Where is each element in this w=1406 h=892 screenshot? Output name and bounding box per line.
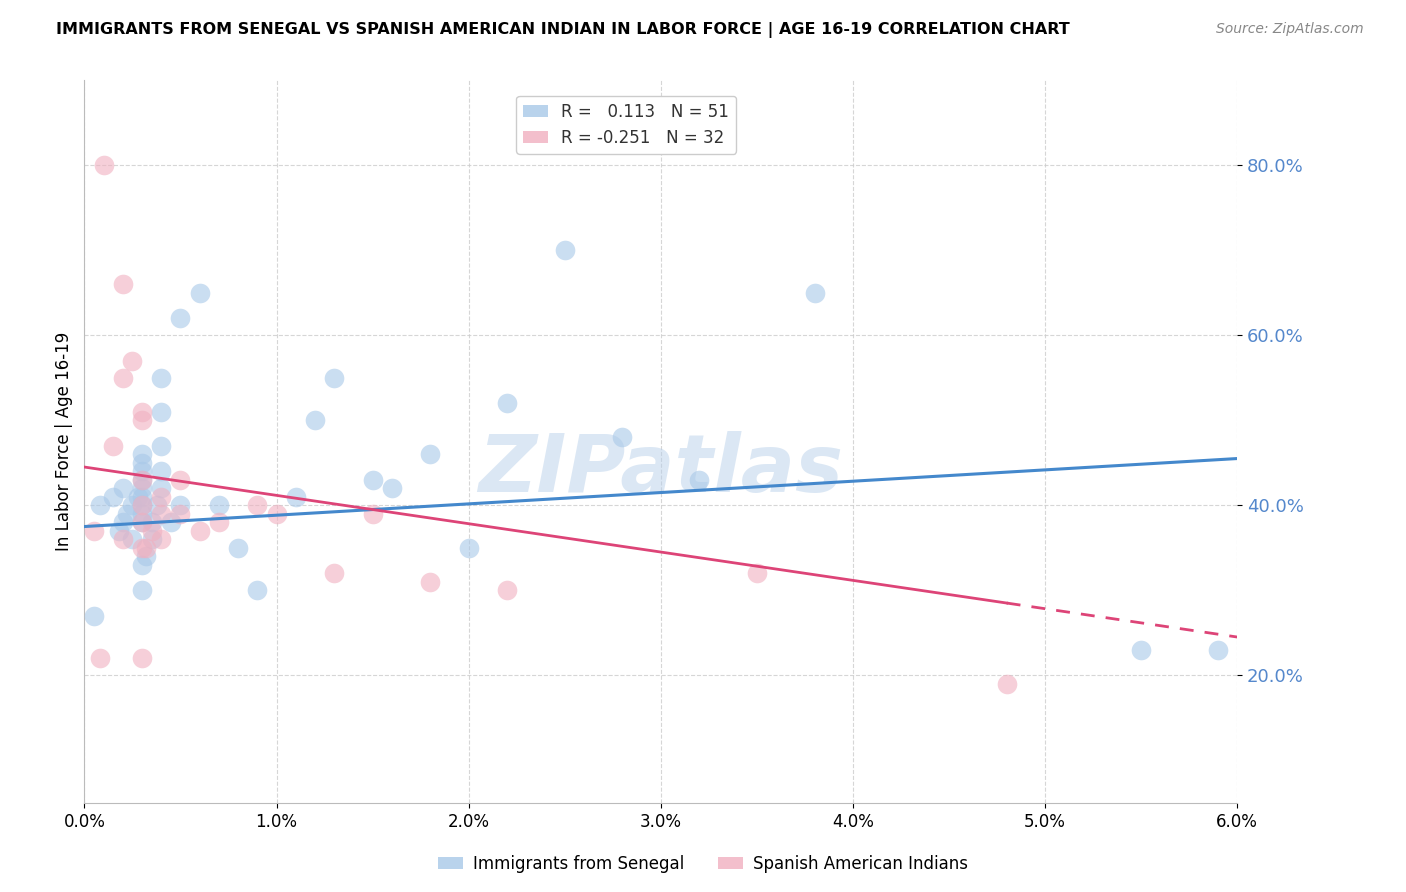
Y-axis label: In Labor Force | Age 16-19: In Labor Force | Age 16-19 xyxy=(55,332,73,551)
Point xyxy=(141,516,163,530)
Point xyxy=(323,566,346,581)
Point xyxy=(150,371,173,385)
Point xyxy=(1130,642,1153,657)
Point xyxy=(83,608,105,623)
Point xyxy=(150,464,173,478)
Point xyxy=(131,473,153,487)
Point xyxy=(131,490,153,504)
Point xyxy=(150,490,173,504)
Point xyxy=(131,541,153,555)
Point xyxy=(135,541,157,555)
Point xyxy=(150,507,173,521)
Point xyxy=(146,498,169,512)
Point xyxy=(141,524,163,538)
Point xyxy=(361,473,384,487)
Point xyxy=(131,558,153,572)
Point xyxy=(131,498,153,512)
Point xyxy=(141,533,163,547)
Point xyxy=(131,464,153,478)
Point xyxy=(169,311,191,326)
Text: Source: ZipAtlas.com: Source: ZipAtlas.com xyxy=(1216,22,1364,37)
Point xyxy=(169,473,191,487)
Point xyxy=(688,473,710,487)
Point xyxy=(131,413,153,427)
Point xyxy=(131,473,153,487)
Point xyxy=(150,405,173,419)
Point xyxy=(131,516,153,530)
Point xyxy=(131,456,153,470)
Point xyxy=(1206,642,1229,657)
Point xyxy=(131,447,153,461)
Point xyxy=(89,651,111,665)
Point xyxy=(160,516,183,530)
Point xyxy=(103,490,124,504)
Point xyxy=(745,566,768,581)
Point xyxy=(150,533,173,547)
Point xyxy=(323,371,346,385)
Point xyxy=(111,516,134,530)
Point xyxy=(131,481,153,495)
Point xyxy=(150,439,173,453)
Point xyxy=(612,430,634,444)
Point xyxy=(554,244,576,258)
Point xyxy=(361,507,384,521)
Point xyxy=(115,507,138,521)
Point xyxy=(111,481,134,495)
Point xyxy=(103,439,124,453)
Point xyxy=(111,533,134,547)
Point xyxy=(496,396,519,410)
Point xyxy=(169,507,191,521)
Point xyxy=(89,498,111,512)
Point xyxy=(121,533,143,547)
Point xyxy=(131,651,153,665)
Point xyxy=(496,583,519,598)
Point xyxy=(131,583,153,598)
Point xyxy=(995,677,1018,691)
Point xyxy=(131,498,153,512)
Text: IMMIGRANTS FROM SENEGAL VS SPANISH AMERICAN INDIAN IN LABOR FORCE | AGE 16-19 CO: IMMIGRANTS FROM SENEGAL VS SPANISH AMERI… xyxy=(56,22,1070,38)
Point xyxy=(246,583,269,598)
Point xyxy=(121,498,143,512)
Point xyxy=(284,490,307,504)
Point xyxy=(169,498,191,512)
Point xyxy=(188,524,211,538)
Legend: Immigrants from Senegal, Spanish American Indians: Immigrants from Senegal, Spanish America… xyxy=(432,848,974,880)
Point xyxy=(93,158,115,172)
Point xyxy=(419,574,441,589)
Point xyxy=(208,498,231,512)
Point xyxy=(111,371,134,385)
Point xyxy=(135,549,157,564)
Point xyxy=(419,447,441,461)
Point xyxy=(246,498,269,512)
Point xyxy=(131,516,153,530)
Point xyxy=(188,285,211,300)
Point xyxy=(150,481,173,495)
Point xyxy=(108,524,131,538)
Point xyxy=(226,541,249,555)
Point xyxy=(111,277,134,292)
Legend: R =   0.113   N = 51, R = -0.251   N = 32: R = 0.113 N = 51, R = -0.251 N = 32 xyxy=(516,95,735,153)
Point xyxy=(381,481,404,495)
Point xyxy=(121,353,143,368)
Point xyxy=(131,507,153,521)
Point xyxy=(304,413,326,427)
Point xyxy=(127,490,149,504)
Point xyxy=(266,507,288,521)
Point xyxy=(83,524,105,538)
Point xyxy=(131,405,153,419)
Point xyxy=(457,541,479,555)
Point xyxy=(208,516,231,530)
Text: ZIPatlas: ZIPatlas xyxy=(478,432,844,509)
Point xyxy=(803,285,825,300)
